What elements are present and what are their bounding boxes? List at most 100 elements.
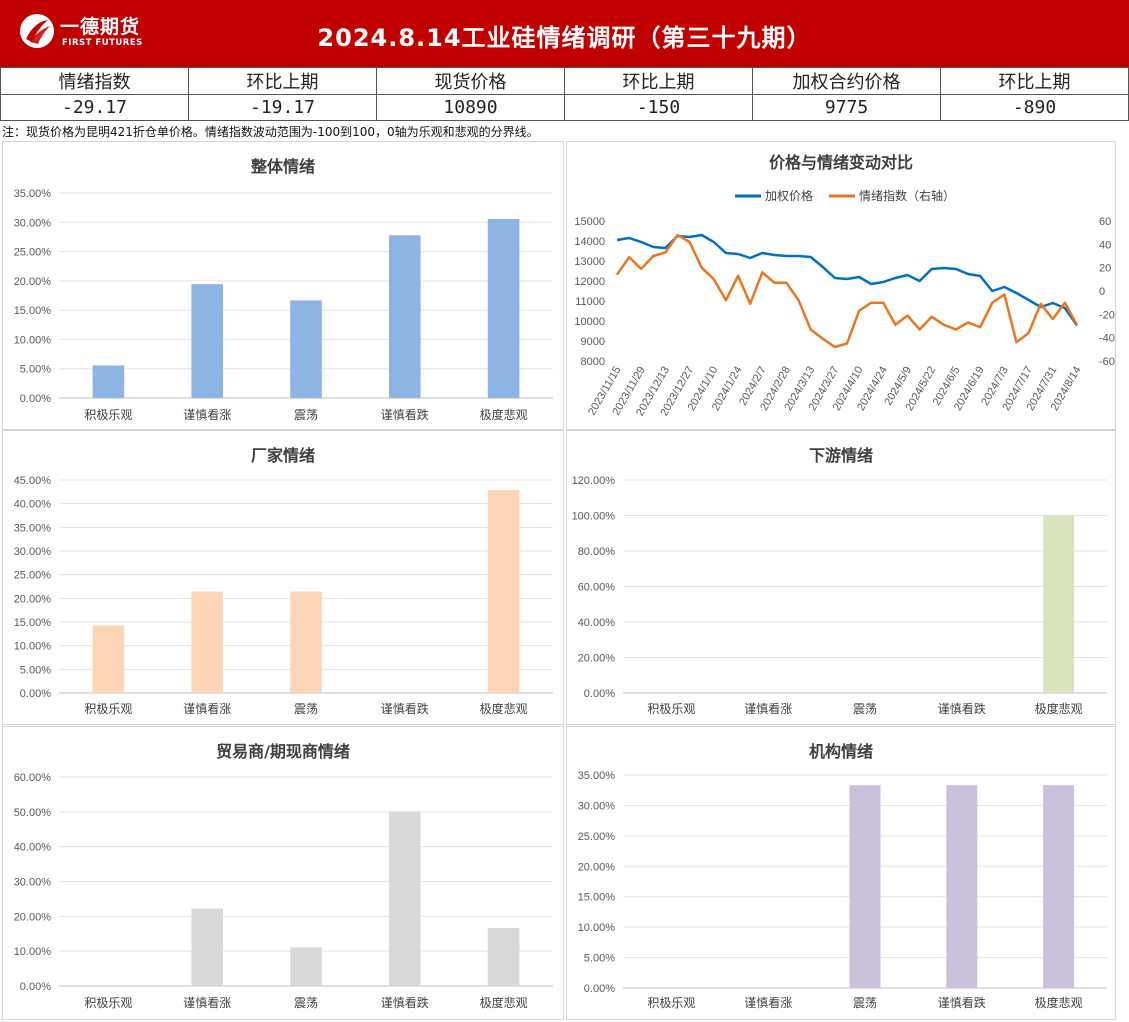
y-tick-label: 35.00% (578, 770, 616, 782)
y-tick-label: 0.00% (20, 981, 51, 993)
overall-sentiment-chart: 整体情绪 0.00% 5.00% 10.00% 15.00% 20.00% 25.00% 30… (14, 157, 553, 422)
chart-panel-overall: 整体情绪 0.00% 5.00% 10.00% 15.00% 20.00% 25.00% 30… (2, 141, 564, 430)
chart-title: 整体情绪 (250, 157, 315, 176)
y-left-tick-label: 10000 (574, 316, 605, 328)
category-label: 谨慎看涨 (183, 995, 231, 1010)
category-label: 谨慎看跌 (938, 995, 986, 1010)
y-left-tick-label: 11000 (575, 296, 605, 308)
summary-value-cell: -890 (940, 94, 1129, 121)
category-label: 谨慎看跌 (381, 995, 429, 1010)
y-tick-label: 20.00% (578, 861, 616, 873)
logo-text-cn: 一德期货 (60, 16, 141, 38)
y-right-tick-label: 0 (1099, 286, 1105, 298)
y-tick-label: 20.00% (14, 593, 52, 605)
legend-label: 情绪指数（右轴） (859, 188, 955, 203)
y-tick-label: 40.00% (14, 499, 52, 511)
category-label: 积极乐观 (647, 702, 695, 716)
summary-header-cell: 环比上期 (564, 67, 753, 95)
category-label: 震荡 (294, 408, 318, 422)
category-label: 谨慎看涨 (744, 995, 792, 1010)
y-tick-label: 60.00% (578, 582, 616, 594)
category-label: 震荡 (853, 702, 877, 716)
chart-panel-trader: 贸易商/期现商情绪 0.00% 10.00% 20.00% 30.00% 40.00% 50… (2, 726, 564, 1020)
y-tick-label: 25.00% (14, 570, 52, 582)
legend-label: 加权价格 (765, 188, 813, 203)
chart-title: 厂家情绪 (251, 446, 315, 465)
category-label: 极度悲观 (480, 407, 528, 422)
bar (191, 284, 224, 398)
y-tick-label: 100.00% (572, 511, 616, 523)
bar (946, 785, 978, 988)
y-tick-label: 0.00% (584, 983, 615, 995)
summary-header-cell: 加权合约价格 (752, 67, 941, 95)
bar (92, 625, 125, 693)
y-tick-label: 20.00% (14, 911, 52, 923)
y-tick-label: 30.00% (14, 217, 52, 229)
category-label: 谨慎看跌 (381, 701, 429, 716)
category-label: 震荡 (853, 996, 877, 1010)
summary-header-row: 情绪指数 环比上期 现货价格 环比上期 加权合约价格 环比上期 (0, 67, 1129, 95)
y-tick-label: 45.00% (14, 475, 52, 487)
y-tick-label: 15.00% (578, 892, 616, 904)
summary-value-cell: 10890 (376, 94, 565, 121)
summary-value-cell: -29.17 (0, 94, 189, 121)
chart-title: 机构情绪 (809, 742, 873, 761)
y-tick-label: 25.00% (578, 831, 616, 843)
bar (388, 235, 421, 398)
y-left-tick-label: 8000 (581, 356, 605, 368)
bar (191, 908, 224, 986)
y-tick-label: 10.00% (14, 334, 52, 346)
company-logo: 一德期货 FIRST FUTURES (18, 8, 168, 58)
y-tick-label: 15.00% (14, 617, 52, 629)
y-tick-label: 35.00% (14, 522, 52, 534)
chart-title: 贸易商/期现商情绪 (216, 742, 350, 761)
y-tick-label: 30.00% (14, 546, 52, 558)
summary-header-cell: 环比上期 (940, 67, 1129, 95)
category-label: 震荡 (294, 996, 318, 1010)
series-line (616, 233, 1079, 327)
y-tick-label: 50.00% (14, 807, 52, 819)
y-tick-label: 30.00% (14, 877, 52, 889)
y-right-tick-label: -40 (1099, 333, 1115, 345)
producer-sentiment-chart: 厂家情绪 0.00% 5.00% 10.00% 15.00% 20.00% 25.00% 30… (14, 446, 553, 716)
category-label: 谨慎看涨 (183, 407, 231, 422)
chart-panel-producer: 厂家情绪 0.00% 5.00% 10.00% 15.00% 20.00% 25.00% 30… (2, 430, 564, 725)
bar (191, 591, 224, 693)
bar (290, 591, 322, 693)
y-tick-label: 10.00% (578, 922, 616, 934)
category-label: 震荡 (294, 702, 318, 716)
category-label: 极度悲观 (1035, 995, 1083, 1010)
logo-text-en: FIRST FUTURES (62, 38, 143, 48)
y-left-tick-label: 15000 (574, 216, 605, 228)
bar (849, 785, 881, 988)
chart-title: 下游情绪 (809, 446, 873, 465)
category-label: 极度悲观 (1035, 701, 1083, 716)
bar (290, 947, 322, 986)
y-left-tick-label: 14000 (574, 236, 605, 248)
bar (487, 490, 520, 693)
logo-mark-icon (20, 14, 54, 48)
category-label: 谨慎看跌 (938, 701, 986, 716)
summary-header-cell: 现货价格 (376, 67, 565, 95)
y-tick-label: 40.00% (578, 617, 616, 629)
y-tick-label: 5.00% (20, 664, 51, 676)
footnote: 注：现货价格为昆明421折仓单价格。情绪指数波动范围为-100到100，0轴为乐… (2, 125, 539, 139)
category-label: 极度悲观 (480, 701, 528, 716)
summary-value-cell: 9775 (752, 94, 941, 121)
summary-table: 情绪指数 环比上期 现货价格 环比上期 加权合约价格 环比上期 -29.17 -… (0, 67, 1129, 121)
summary-value-cell: -150 (564, 94, 753, 121)
chart-title: 价格与情绪变动对比 (769, 153, 913, 172)
category-label: 积极乐观 (84, 702, 132, 716)
y-left-tick-label: 12000 (574, 276, 605, 288)
y-tick-label: 5.00% (584, 953, 615, 965)
downstream-sentiment-chart: 下游情绪 0.00% 20.00% 40.00% 60.00% 80.00% 100.00%… (572, 446, 1107, 716)
category-label: 谨慎看涨 (183, 701, 231, 716)
y-tick-label: 120.00% (572, 475, 616, 487)
category-label: 谨慎看跌 (381, 407, 429, 422)
category-label: 积极乐观 (647, 996, 695, 1010)
y-tick-label: 0.00% (20, 393, 51, 405)
y-right-tick-label: 20 (1099, 263, 1111, 275)
y-tick-label: 30.00% (578, 800, 616, 812)
summary-value-cell: -19.17 (188, 94, 377, 121)
